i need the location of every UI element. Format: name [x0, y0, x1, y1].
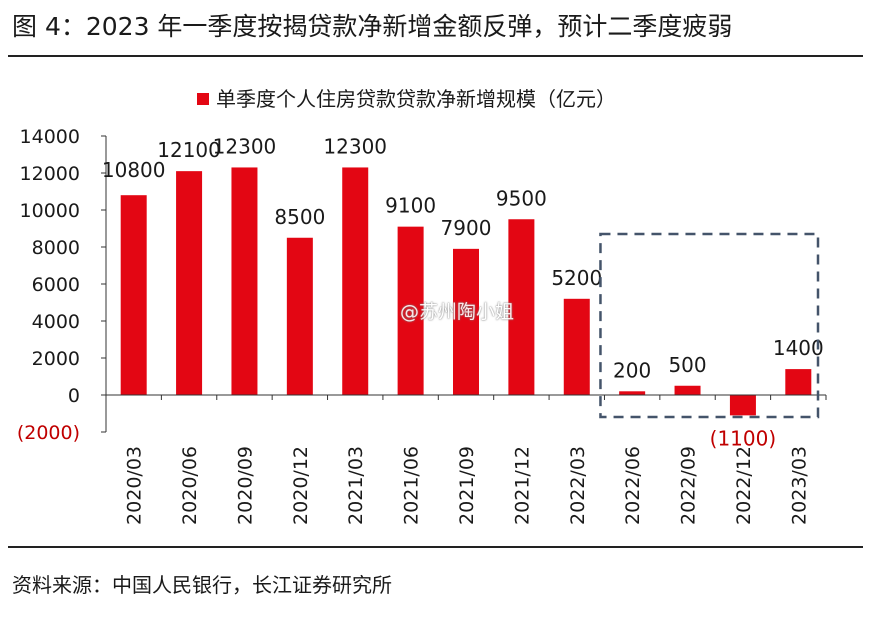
y-tick-label: 4000: [32, 311, 80, 333]
x-tick-label: 2020/12: [290, 446, 312, 525]
bar: [674, 385, 701, 395]
legend: 单季度个人住房贷款贷款净新增规模（亿元）: [197, 87, 616, 111]
data-label: 12300: [213, 134, 277, 158]
x-tick-label: 2021/06: [401, 446, 423, 525]
x-tick-label: 2020/06: [179, 446, 201, 525]
y-tick-label: 14000: [20, 126, 80, 148]
legend-label: 单季度个人住房贷款贷款净新增规模（亿元）: [216, 87, 616, 111]
data-label: 9500: [496, 186, 547, 210]
y-tick-label: 0: [68, 385, 80, 407]
highlight-box: [599, 232, 820, 419]
bar: [397, 226, 424, 395]
x-axis: 2020/03 2020/06 2020/09 2020/12 2021/03 2021/…: [105, 394, 827, 525]
bar: [286, 237, 313, 395]
x-tick-label: 2020/03: [124, 446, 146, 525]
bottom-rule: [8, 546, 863, 548]
bars: [120, 167, 812, 416]
bar: [453, 248, 479, 395]
y-tick-label: 2000: [32, 348, 80, 370]
x-tick-label: 2022/12: [733, 446, 755, 525]
y-tick-label: 8000: [32, 237, 80, 259]
x-tick-label: 2021/12: [511, 446, 533, 525]
bar: [729, 395, 756, 416]
x-tick-label: 2022/09: [678, 446, 700, 525]
y-tick-label: (2000): [17, 422, 80, 444]
bar: [176, 171, 203, 395]
y-axis: (2000) 0 2000 4000 6000 8000 10000 12000 14000: [17, 126, 107, 444]
bar: [342, 167, 369, 395]
x-tick-label: 2020/09: [234, 446, 256, 525]
y-tick-label: 6000: [32, 274, 80, 296]
source-note: 资料来源：中国人民银行，长江证券研究所: [12, 573, 392, 597]
data-label: 12300: [323, 134, 387, 158]
top-rule: [8, 55, 863, 57]
bar: [508, 219, 535, 395]
bar: [619, 391, 646, 395]
y-tick-label: 12000: [20, 163, 80, 185]
data-label: 500: [668, 353, 706, 377]
data-label: 7900: [441, 216, 492, 240]
bar: [231, 167, 258, 395]
x-tick-label: 2022/06: [622, 446, 644, 525]
data-label: 1400: [773, 336, 824, 360]
x-tick-label: 2023/03: [788, 446, 810, 525]
figure-title: 图 4：2023 年一季度按揭贷款净新增金额反弹，预计二季度疲弱: [12, 12, 733, 41]
highlight-box-outline: [599, 232, 820, 419]
x-tick-label: 2021/09: [456, 446, 478, 525]
data-label: 9100: [385, 194, 436, 218]
bar: [120, 195, 147, 395]
data-label: (1100): [710, 426, 777, 450]
bar: [785, 369, 812, 395]
data-label: 12100: [157, 138, 221, 162]
x-tick-label: 2022/03: [567, 446, 589, 525]
bar: [563, 298, 590, 395]
data-label: 8500: [274, 205, 325, 229]
data-label: 10800: [102, 158, 166, 182]
data-labels: 1080012100123008500123009100790095005200…: [102, 134, 824, 450]
legend-swatch: [197, 93, 209, 105]
y-tick-label: 10000: [20, 200, 80, 222]
data-label: 5200: [551, 266, 602, 290]
data-label: 200: [613, 358, 651, 382]
bar-chart: 单季度个人住房贷款贷款净新增规模（亿元） (2000) 0 2000 4000 6000…: [17, 87, 827, 525]
x-tick-label: 2021/03: [345, 446, 367, 525]
watermark-text: @苏州陶小姐: [400, 301, 515, 323]
